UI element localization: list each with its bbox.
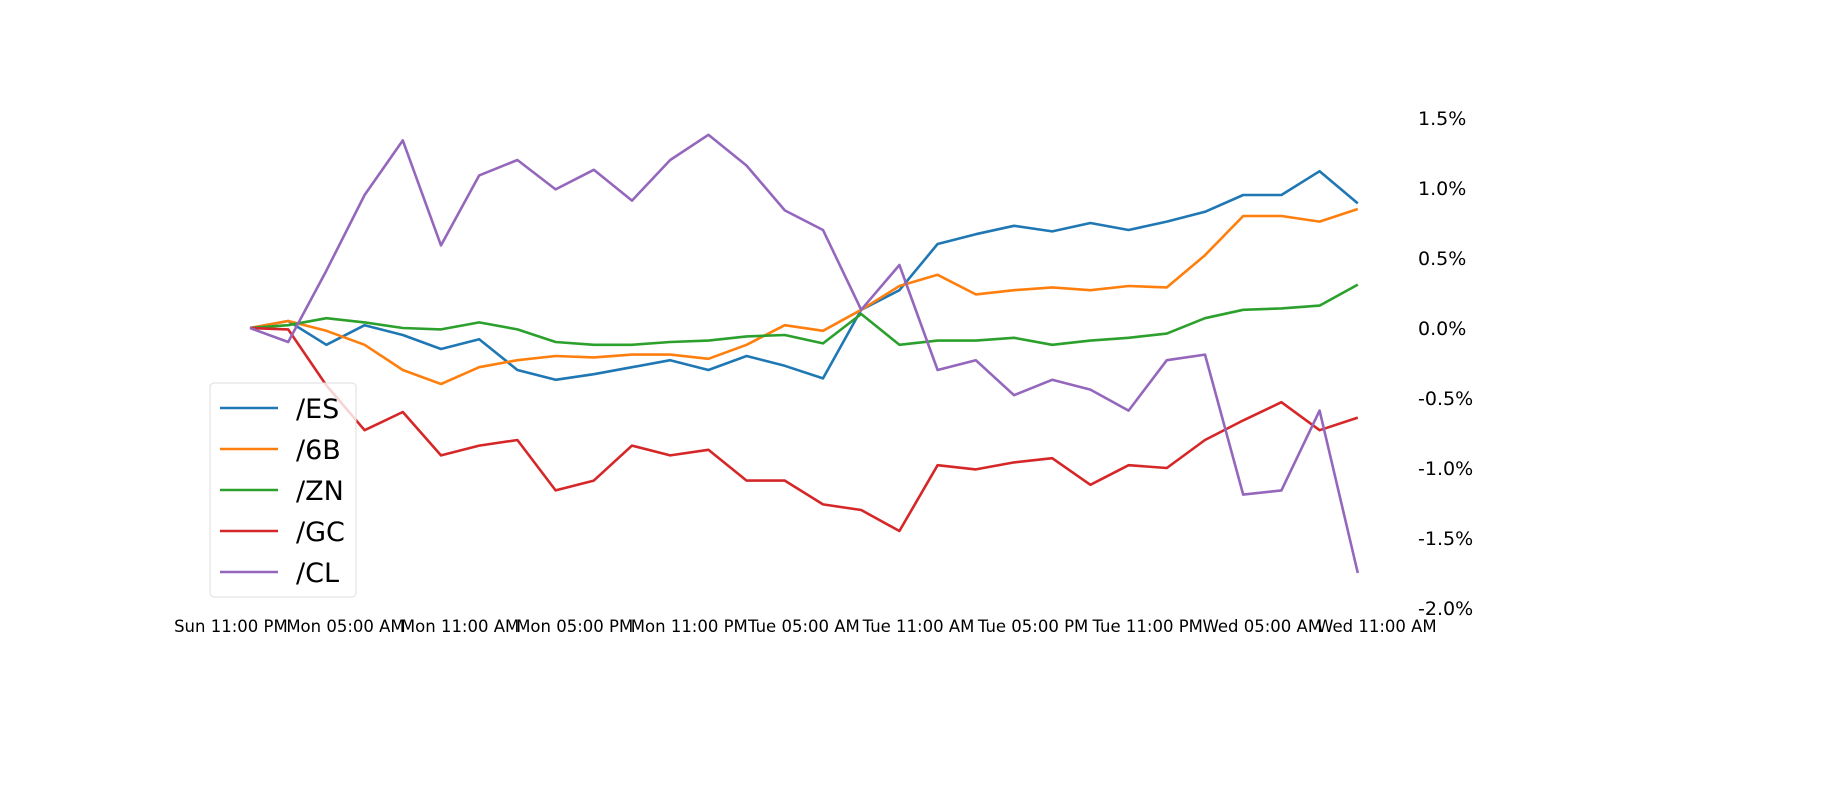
x-tick-label: Tue 11:00 AM (862, 617, 975, 636)
series-line-cl (249, 133, 1360, 574)
y-axis-ticks: 1.5% 1.0% 0.5% 0.0% -0.5% -1.0% -1.5% -2.0% (1418, 108, 1473, 620)
y-tick-label: 0.0% (1418, 318, 1466, 340)
y-tick-label: -1.5% (1418, 528, 1473, 550)
legend-label: /GC (296, 517, 345, 548)
legend-box (209, 382, 357, 598)
legend-label: /ZN (296, 476, 344, 507)
x-tick-label: Wed 11:00 AM (1317, 617, 1437, 636)
legend: /ES/6B/ZN/GC/CL (209, 382, 357, 598)
y-tick-label: -0.5% (1418, 388, 1473, 410)
series-line-gc (249, 326, 1359, 533)
x-tick-label: Mon 05:00 PM (516, 617, 633, 636)
series-line-6b (249, 207, 1359, 386)
x-tick-label: Mon 05:00 AM (286, 617, 404, 636)
x-tick-label: Mon 11:00 AM (401, 617, 519, 636)
y-tick-label: 1.0% (1418, 178, 1466, 200)
series-line-zn (249, 283, 1359, 347)
legend-label: /CL (296, 558, 339, 589)
series-line-es (249, 169, 1359, 382)
x-tick-label: Tue 05:00 AM (747, 617, 860, 636)
legend-label: /6B (296, 435, 341, 466)
x-tick-label: Mon 11:00 PM (631, 617, 748, 636)
x-tick-label: Tue 05:00 PM (977, 617, 1088, 636)
y-tick-label: -2.0% (1418, 598, 1473, 620)
x-tick-label: Wed 05:00 AM (1203, 617, 1323, 636)
x-tick-label: Sun 11:00 PM (174, 617, 288, 636)
y-tick-label: 0.5% (1418, 248, 1466, 270)
y-tick-label: 1.5% (1418, 108, 1466, 130)
legend-label: /ES (296, 394, 339, 425)
y-tick-label: -1.0% (1418, 458, 1473, 480)
series-lines (249, 133, 1360, 574)
x-tick-label: Tue 11:00 PM (1091, 617, 1202, 636)
